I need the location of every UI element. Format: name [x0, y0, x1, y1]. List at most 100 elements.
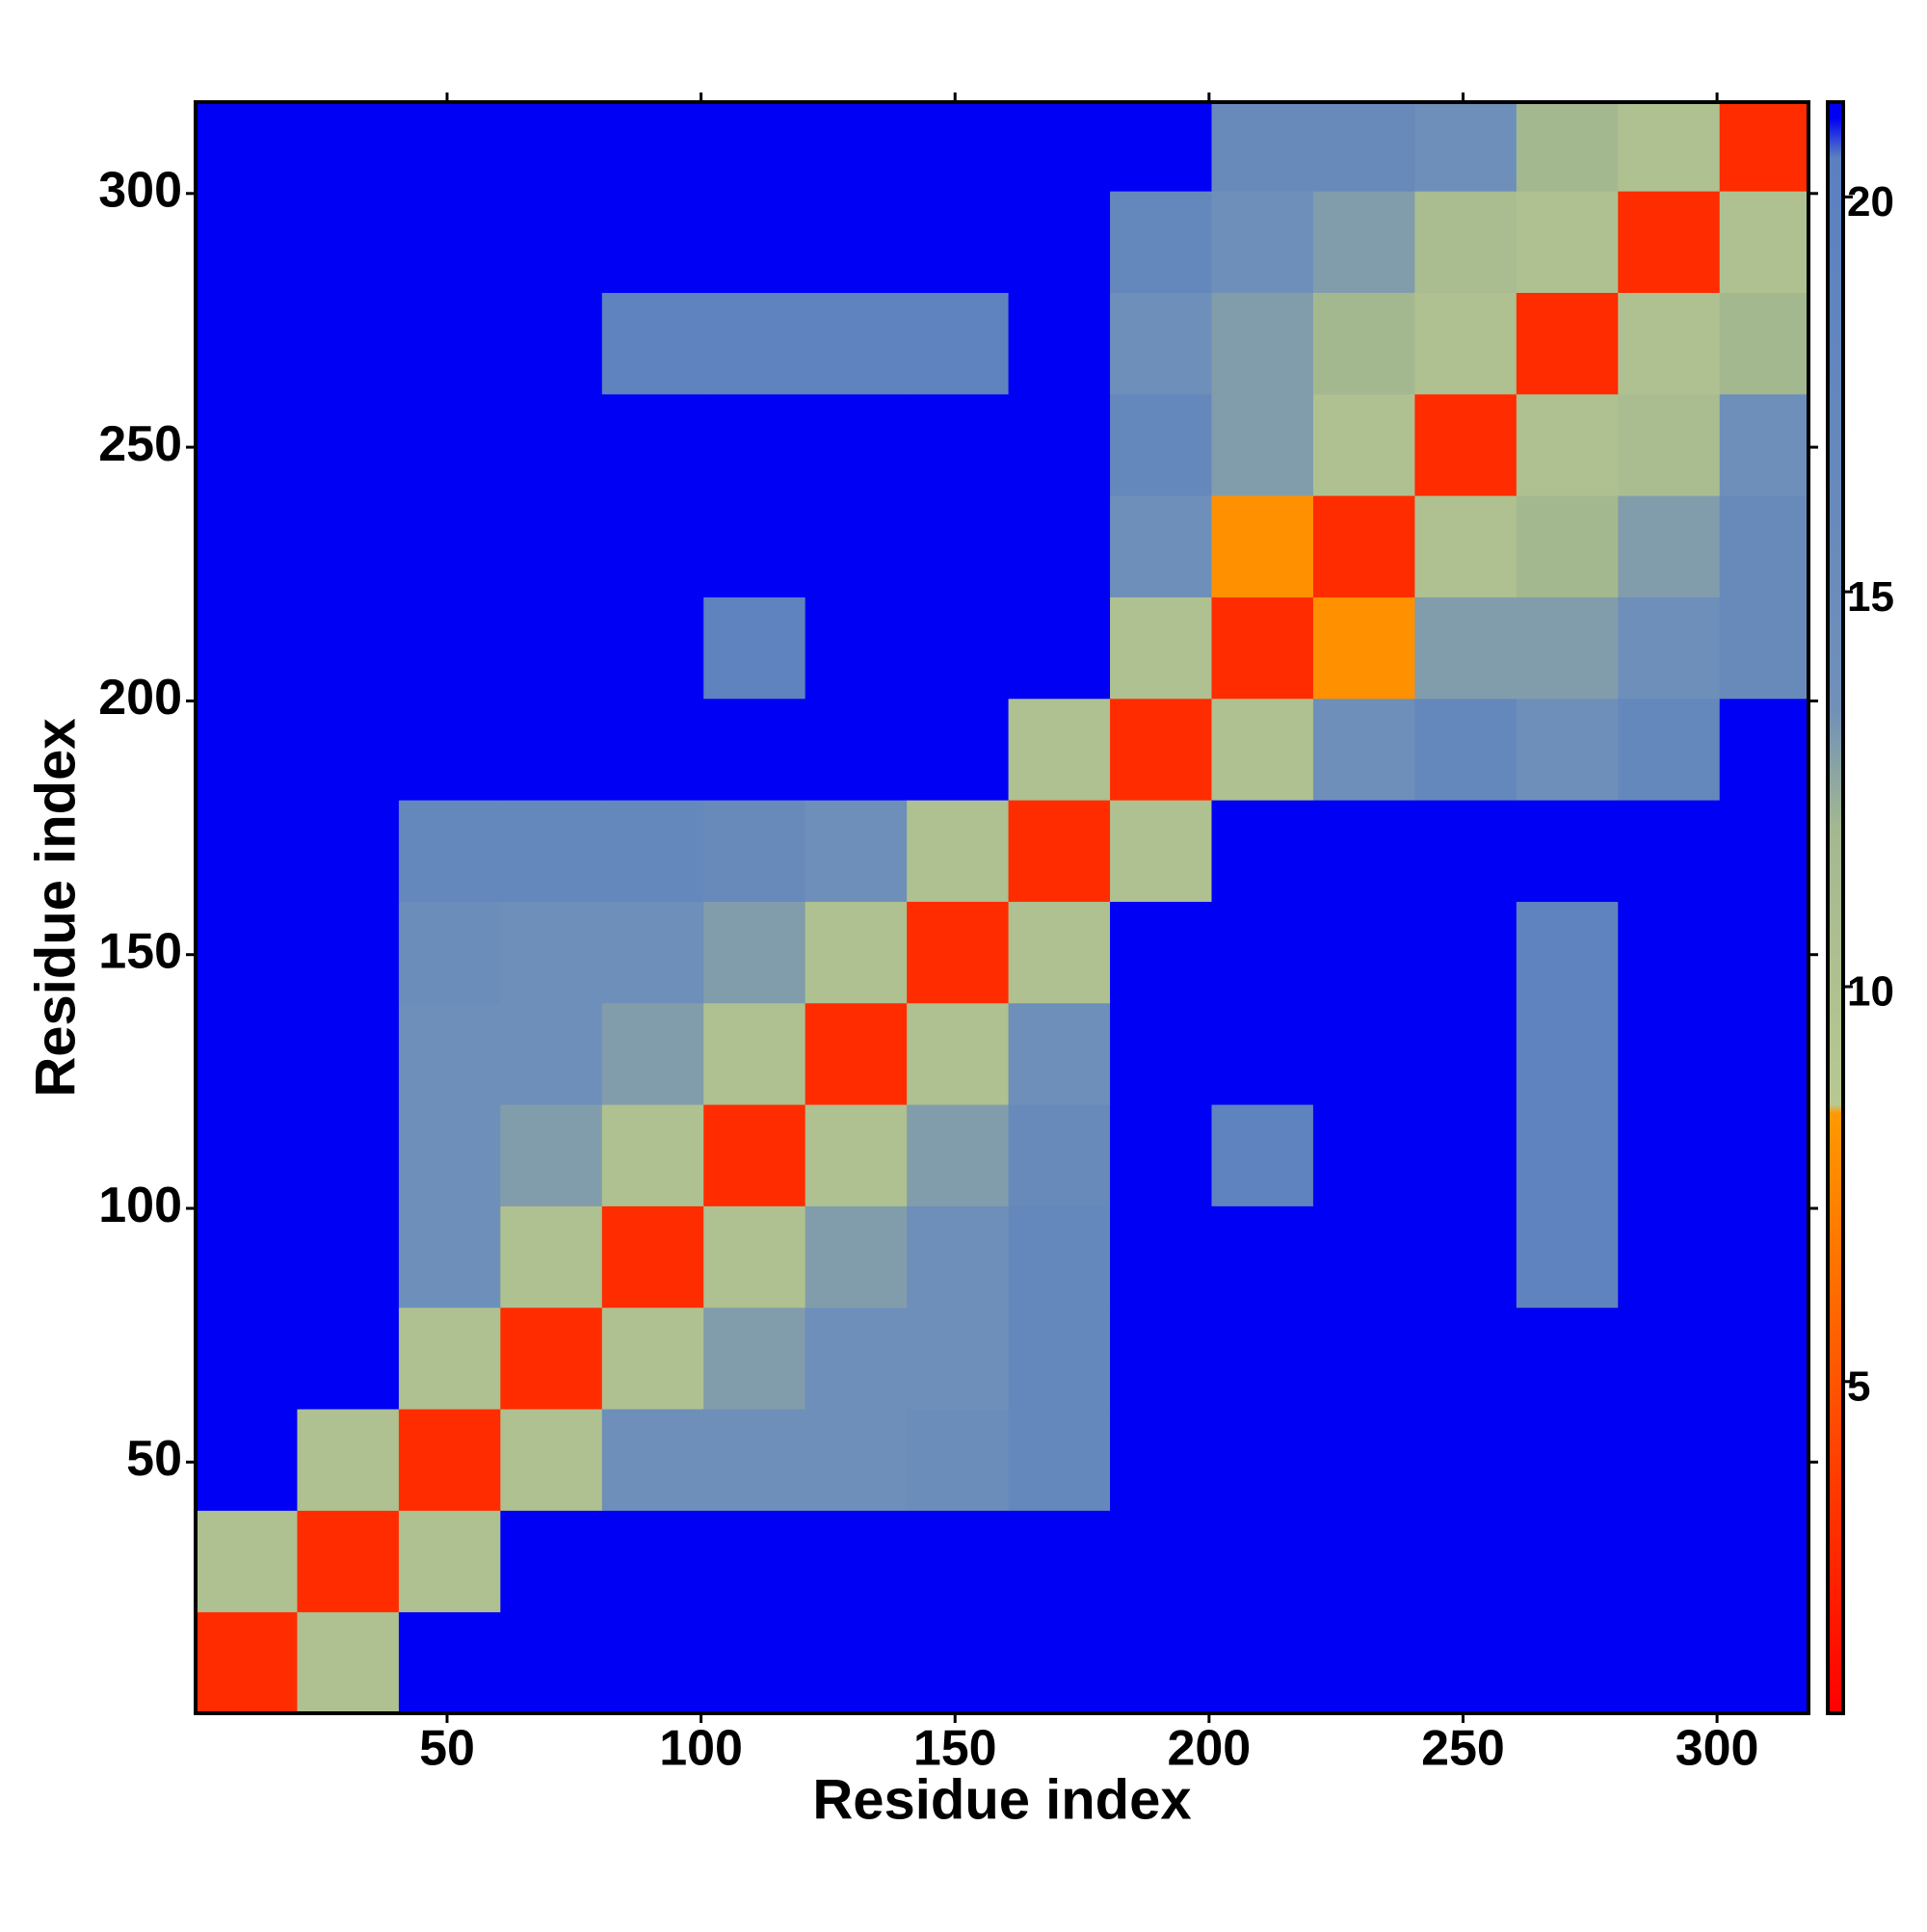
heatmap-cell: [1110, 1611, 1212, 1714]
heatmap-cell: [500, 1002, 603, 1105]
heatmap-cell: [1211, 1205, 1314, 1309]
heatmap-cell: [1211, 495, 1314, 597]
heatmap-cell: [703, 191, 806, 293]
heatmap-cell: [500, 1307, 603, 1410]
heatmap-cell: [1618, 1611, 1721, 1714]
heatmap-cell: [1211, 1307, 1314, 1410]
heatmap-cell: [907, 1611, 1010, 1714]
colorbar: [1826, 100, 1845, 1715]
heatmap-cell: [805, 1002, 908, 1105]
heatmap-cell: [297, 1205, 400, 1309]
heatmap-cell: [1211, 102, 1314, 192]
heatmap-cell: [1211, 1002, 1314, 1105]
heatmap-cell: [1312, 1611, 1415, 1714]
heatmap-cell: [297, 698, 400, 801]
heatmap-cell: [1312, 393, 1415, 496]
heatmap-cell: [1618, 191, 1721, 293]
heatmap-cell: [196, 800, 298, 902]
heatmap-cell: [297, 1611, 400, 1714]
heatmap-cell: [1312, 596, 1415, 700]
heatmap-cell: [601, 102, 704, 192]
heatmap-cell: [805, 596, 908, 700]
heatmap-cell: [398, 800, 501, 902]
heatmap-cell: [1110, 1205, 1212, 1309]
heatmap-cell: [805, 1307, 908, 1410]
heatmap-cell: [1312, 901, 1415, 1004]
heatmap-cell: [907, 393, 1010, 496]
x-tick-label: 250: [1421, 1721, 1505, 1777]
heatmap-cell: [1110, 1409, 1212, 1511]
heatmap-cell: [1719, 292, 1809, 395]
heatmap-cell: [601, 1510, 704, 1613]
heatmap-cell: [297, 1307, 400, 1410]
heatmap-cell: [601, 1611, 704, 1714]
heatmap-cell: [1516, 698, 1619, 801]
heatmap-cell: [601, 1409, 704, 1511]
heatmap-cell: [703, 1002, 806, 1105]
heatmap-cell: [196, 1205, 298, 1309]
heatmap-cell: [1211, 1409, 1314, 1511]
heatmap-cell: [1414, 901, 1518, 1004]
heatmap-cell: [398, 495, 501, 597]
heatmap-cell: [805, 901, 908, 1004]
heatmap-cell: [1618, 800, 1721, 902]
heatmap-cell: [398, 1205, 501, 1309]
heatmap-cell: [1516, 191, 1619, 293]
heatmap-cell: [196, 1409, 298, 1511]
heatmap-cell: [1719, 1104, 1809, 1206]
heatmap-cell: [1516, 1510, 1619, 1613]
heatmap-cell: [297, 1002, 400, 1105]
heatmap-cell: [1618, 1307, 1721, 1410]
heatmap-cell: [907, 191, 1010, 293]
heatmap-cell: [1414, 102, 1518, 192]
heatmap-cell: [1516, 1307, 1619, 1410]
heatmap-cell: [398, 1409, 501, 1511]
heatmap-cell: [703, 800, 806, 902]
x-tick-label: 200: [1167, 1721, 1251, 1777]
heatmap-cell: [1618, 393, 1721, 496]
heatmap-cell: [703, 292, 806, 395]
heatmap-cell: [500, 596, 603, 700]
heatmap-cell: [398, 191, 501, 293]
heatmap-cell: [1211, 698, 1314, 801]
heatmap-cell: [1719, 102, 1809, 192]
heatmap-cell: [601, 901, 704, 1004]
heatmap-cell: [601, 1205, 704, 1309]
heatmap-cell: [1516, 292, 1619, 395]
heatmap-cell: [1618, 1205, 1721, 1309]
heatmap-cell: [601, 698, 704, 801]
heatmap-cell: [1618, 698, 1721, 801]
heatmap-cell: [1719, 698, 1809, 801]
heatmap-cell: [1312, 191, 1415, 293]
heatmap-cell: [398, 1002, 501, 1105]
heatmap-cell: [1110, 1510, 1212, 1613]
heatmap-cell: [1312, 1205, 1415, 1309]
heatmap-cell: [196, 495, 298, 597]
heatmap-cell: [196, 1510, 298, 1613]
heatmap-cell: [1414, 1307, 1518, 1410]
heatmap-cell: [1414, 596, 1518, 700]
heatmap-cell: [703, 495, 806, 597]
heatmap-cell: [196, 698, 298, 801]
heatmap-cell: [1516, 596, 1619, 700]
heatmap-cell: [1516, 495, 1619, 597]
heatmap-cell: [703, 1205, 806, 1309]
heatmap-cell: [703, 1307, 806, 1410]
heatmap-cell: [1719, 800, 1809, 902]
y-tick-label: 100: [98, 1178, 182, 1233]
x-axis-title: Residue index: [812, 1768, 1191, 1831]
heatmap-cell: [1618, 1510, 1721, 1613]
heatmap-cell: [500, 1409, 603, 1511]
heatmap-cell: [297, 1104, 400, 1206]
heatmap-cell: [1008, 1002, 1111, 1105]
heatmap-cell: [398, 1307, 501, 1410]
heatmap-cell: [1719, 1002, 1809, 1105]
heatmap-cell: [297, 495, 400, 597]
heatmap-cell: [398, 393, 501, 496]
x-tick-label: 300: [1676, 1721, 1759, 1777]
heatmap-cell: [601, 393, 704, 496]
heatmap-cell: [703, 393, 806, 496]
heatmap-cell: [1110, 698, 1212, 801]
x-tick-label: 100: [659, 1721, 743, 1777]
